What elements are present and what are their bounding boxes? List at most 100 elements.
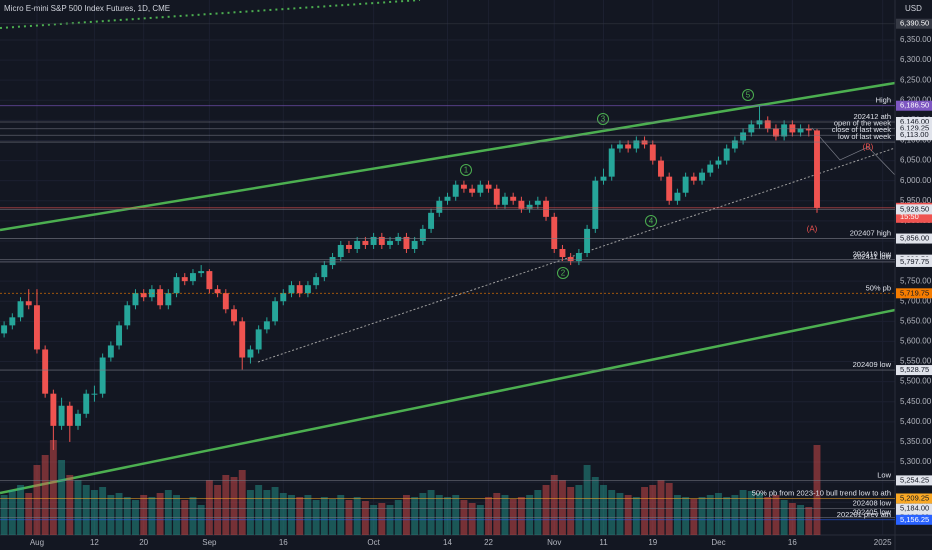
volume-bar [378,503,386,535]
candle-body [354,240,361,249]
volume-bar [58,460,66,535]
level-label: 202201 prev ath [837,510,891,519]
price-tag-label: 5,184.00 [900,504,929,513]
level-label: low of last week [838,132,891,141]
y-tick-label: 6,200.00 [900,95,932,104]
volume-bar [534,490,542,535]
price-tag [896,18,932,29]
candle-body [206,271,213,290]
price-tag [896,503,932,514]
candle-body [526,204,533,209]
candle-body [559,248,566,258]
volume-bar [25,493,33,535]
candle-body [699,172,705,181]
volume-bar [66,475,74,535]
volume-bar [526,495,534,535]
candle-body [682,176,689,193]
volume-bar [813,445,821,535]
candle-body [764,120,771,129]
level-label: 50% pb [866,283,891,292]
candle-body [9,317,16,326]
y-tick-label: 6,250.00 [900,75,932,84]
volume-bar [509,499,517,535]
wave-label: 5 [746,91,751,100]
candle-body [157,289,164,306]
volume-bar [616,493,624,535]
candle-body [419,228,426,241]
level-label: close of last week [832,125,891,134]
volume-bar [0,495,8,535]
volume-bar [731,495,739,535]
volume-bar [329,499,336,535]
volume-bar [140,495,148,535]
candle-body [584,228,591,254]
volume-bar [74,480,82,535]
level-label: 202407 high [850,229,891,238]
candle-body [452,184,459,197]
volume-bar [90,490,98,535]
candle-body [666,176,673,201]
level-label: 202412 ath [853,112,891,121]
candle-body [805,128,812,131]
candle-body [190,273,196,282]
candle-body [485,184,492,189]
y-tick-label: 5,650.00 [900,316,932,325]
candle-body [567,257,574,262]
volume-bar [41,455,49,535]
y-tick-label: 5,450.00 [900,397,932,406]
price-tag-label: 5,156.25 [900,515,929,524]
candle-body [411,240,418,249]
x-tick-label: Sep [202,538,217,547]
candle-body [436,200,443,213]
y-tick-label: 5,750.00 [900,276,932,285]
volume-bar [591,477,599,535]
wave-label: 1 [464,166,469,175]
y-tick-label: 5,600.00 [900,337,932,346]
level-label: 202408 low [853,499,892,508]
y-tick-label: 5,700.00 [900,296,932,305]
volume-bar [230,477,238,535]
volume-bar [485,497,493,535]
y-tick-label: 6,000.00 [900,176,932,185]
channel-upper [0,81,896,232]
candle-body [797,128,804,133]
level-label: 202410 low [853,250,892,259]
candle-body [600,176,607,181]
x-tick-label: 12 [90,538,99,547]
countdown: 15:50 [900,212,919,221]
volume-bar [764,497,772,535]
volume-bar [673,495,681,535]
candle-body [658,160,664,177]
candle-body [469,188,476,193]
x-tick-label: 16 [788,538,797,547]
candle-body [132,293,139,306]
candle-body [91,393,98,395]
candle-body [140,293,147,298]
volume-bar [682,497,690,535]
price-tag [896,514,932,525]
candle-body [214,289,221,294]
volume-bar [788,503,796,535]
y-tick-label: 5,350.00 [900,437,932,446]
level-label: 202409 low [853,360,892,369]
candle-body [362,240,369,245]
volume-bar [33,465,41,535]
chart-title: Micro E-mini S&P 500 Index Futures, 1D, … [4,4,170,13]
x-tick-label: Dec [711,538,725,547]
candle-body [255,329,262,350]
price-tag [896,116,932,127]
candle-body [731,140,738,149]
candle-body [633,140,640,149]
candle-body [75,413,81,426]
candle-body [781,124,788,137]
price-tag [896,475,932,486]
candle-body [674,192,681,201]
y-tick-label: 5,300.00 [900,457,932,466]
candle-body [649,144,656,161]
price-tag-label: 5,856.00 [900,234,929,243]
volume-bar [747,491,755,535]
candle-body [33,305,40,350]
volume-bar [107,495,115,535]
